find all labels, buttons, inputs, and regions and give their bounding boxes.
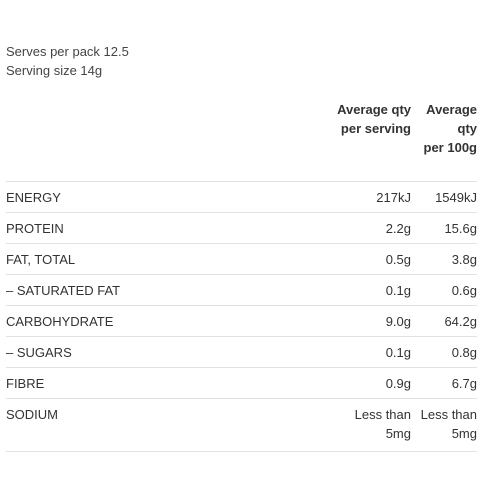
per-serving-value: 0.1g: [236, 274, 411, 306]
per-serving-value: 0.1g: [236, 336, 411, 368]
nutrient-name: – SATURATED FAT: [6, 274, 236, 306]
serving-size: Serving size 14g: [6, 63, 103, 78]
table-row: ENERGY 217kJ 1549kJ: [6, 181, 477, 213]
per-serving-value: 9.0g: [236, 305, 411, 337]
header-per-100g-text: Average qty per 100g: [423, 102, 477, 155]
nutrient-name: PROTEIN: [6, 212, 236, 244]
per-serving-value: Less than 5mg: [236, 398, 411, 452]
per-100g-value: 3.8g: [411, 243, 477, 275]
table-row: SODIUM Less than 5mg Less than 5mg: [6, 398, 477, 452]
header-nutrient: [6, 96, 236, 182]
nutrient-name: CARBOHYDRATE: [6, 305, 236, 337]
serving-info: Serves per pack 12.5 Serving size 14g: [6, 42, 129, 80]
table-row: – SUGARS 0.1g 0.8g: [6, 336, 477, 368]
per-serving-value: 0.5g: [236, 243, 411, 275]
nutrition-table: Average qty per serving Average qty per …: [6, 96, 477, 452]
per-100g-value: 15.6g: [411, 212, 477, 244]
per-100g-value: 6.7g: [411, 367, 477, 399]
table-row: PROTEIN 2.2g 15.6g: [6, 212, 477, 244]
per-100g-value: 0.8g: [411, 336, 477, 368]
nutrient-name: SODIUM: [6, 398, 236, 452]
per-serving-value: 0.9g: [236, 367, 411, 399]
per-serving-value: 217kJ: [236, 181, 411, 213]
table-row: FIBRE 0.9g 6.7g: [6, 367, 477, 399]
header-per-100g: Average qty per 100g: [411, 96, 477, 182]
table-row: CARBOHYDRATE 9.0g 64.2g: [6, 305, 477, 337]
per-100g-value: 64.2g: [411, 305, 477, 337]
table-row: – SATURATED FAT 0.1g 0.6g: [6, 274, 477, 306]
table-header-row: Average qty per serving Average qty per …: [6, 96, 477, 182]
nutrient-name: ENERGY: [6, 181, 236, 213]
per-100g-value: 1549kJ: [411, 181, 477, 213]
header-per-serving-text: Average qty per serving: [337, 102, 411, 136]
nutrient-name: – SUGARS: [6, 336, 236, 368]
serves-per-pack: Serves per pack 12.5: [6, 44, 129, 59]
per-100g-value: 0.6g: [411, 274, 477, 306]
nutrient-name: FAT, TOTAL: [6, 243, 236, 275]
header-per-serving: Average qty per serving: [236, 96, 411, 182]
nutrient-name: FIBRE: [6, 367, 236, 399]
per-100g-value: Less than 5mg: [411, 398, 477, 452]
per-serving-value: 2.2g: [236, 212, 411, 244]
table-row: FAT, TOTAL 0.5g 3.8g: [6, 243, 477, 275]
